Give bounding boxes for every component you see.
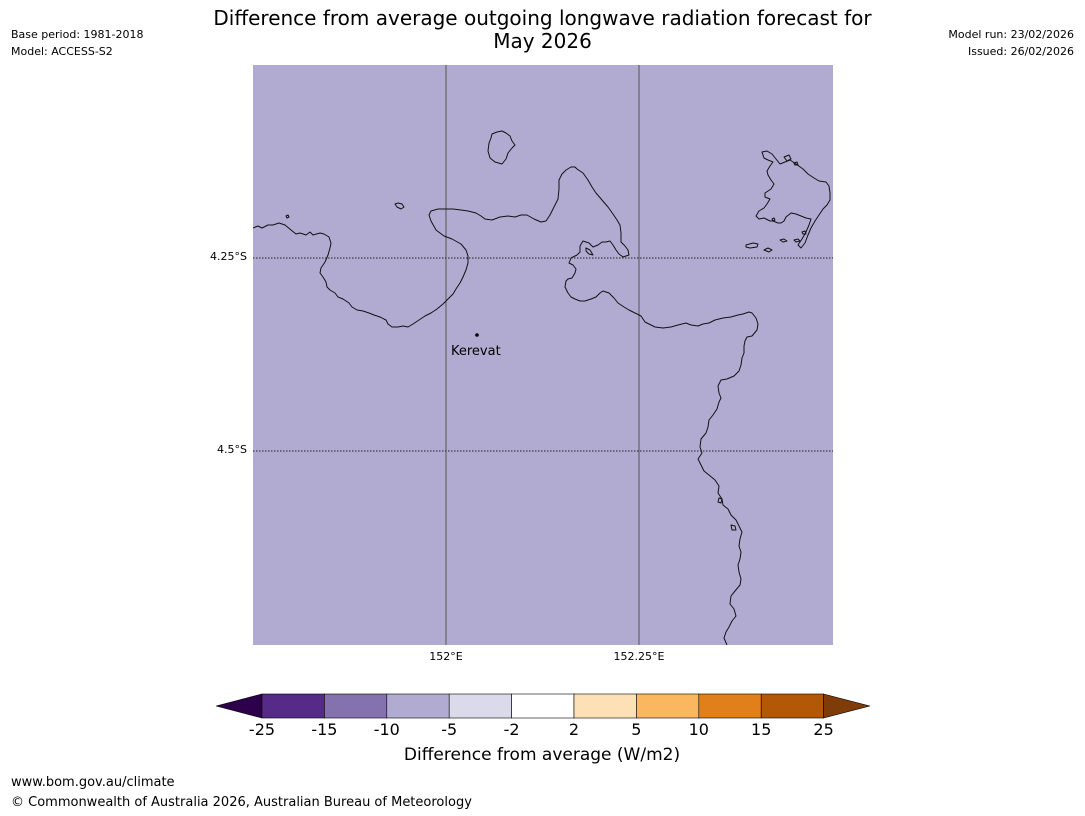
coastline-ne-islet-4 <box>763 247 773 253</box>
model-text: Model: ACCESS-S2 <box>11 45 113 58</box>
kerevat-marker <box>475 333 479 337</box>
coastline-ne-islet-8 <box>771 217 776 222</box>
coastline <box>253 130 831 645</box>
colorbar-segment <box>698 693 762 719</box>
colorbar-tick-label: 10 <box>688 720 709 739</box>
colorbar-segment <box>386 693 450 719</box>
lat-label-4-25s: 4.25°S <box>210 250 247 263</box>
coastline-ne-islet-3 <box>745 242 759 249</box>
title-line-1: Difference from average outgoing longwav… <box>213 6 872 30</box>
colorbar-tick-label: -15 <box>311 720 338 739</box>
colorbar-tick-label: 15 <box>751 720 772 739</box>
coastline-islet-2 <box>285 214 290 219</box>
colorbar-extend-low <box>214 693 263 719</box>
coastline-islet-1 <box>394 202 405 210</box>
base-period-text: Base period: 1981-2018 <box>11 28 144 41</box>
colorbar-tick-label: 5 <box>631 720 642 739</box>
coastline-main <box>253 166 759 645</box>
coastline-east-islet-2 <box>730 524 737 531</box>
coastline-ne-islet-1 <box>783 154 792 162</box>
issued-text: Issued: 26/02/2026 <box>967 45 1074 58</box>
kerevat-label: Kerevat <box>451 344 501 359</box>
map-svg: Kerevat <box>253 65 833 645</box>
map-background <box>253 65 833 645</box>
coastline-ne-islet-7 <box>801 230 807 235</box>
colorbar-segment <box>448 693 512 719</box>
colorbar-tick-label: -25 <box>248 720 276 739</box>
colorbar-segment <box>760 693 824 719</box>
footer-url[interactable]: www.bom.gov.au/climate <box>11 775 175 790</box>
footer-copyright: © Commonwealth of Australia 2026, Austra… <box>11 795 472 810</box>
lon-label-152e: 152°E <box>429 650 463 663</box>
coastline-ne-islet-6 <box>793 238 801 243</box>
colorbar-tick-label: 25 <box>813 720 834 739</box>
colorbar-segment <box>261 693 325 719</box>
coastline-ne-islet-5 <box>779 238 788 243</box>
coastline-harbour-island <box>585 247 594 256</box>
lat-label-4-5s: 4.5°S <box>217 443 247 456</box>
coastline-east-islet-1 <box>717 497 723 504</box>
coastline-ne-islet-2 <box>793 161 799 166</box>
colorbar-tick-label: -2 <box>503 720 520 739</box>
colorbar-tick-label: 2 <box>568 720 580 739</box>
meta-right: Model run: 23/02/2026 Issued: 26/02/2026 <box>948 26 1074 60</box>
coastline-ne-island <box>755 150 831 249</box>
title-line-2: May 2026 <box>493 29 592 53</box>
colorbar <box>214 692 871 724</box>
colorbar-svg <box>214 693 871 719</box>
model-run-text: Model run: 23/02/2026 <box>948 28 1074 41</box>
colorbar-tick-label: -10 <box>373 720 400 739</box>
colorbar-extend-high <box>823 693 871 719</box>
map-panel: Kerevat <box>253 65 833 645</box>
chart-title: Difference from average outgoing longwav… <box>150 7 935 53</box>
lon-label-152-25e: 152.25°E <box>613 650 665 663</box>
colorbar-segment <box>511 693 575 719</box>
meta-left: Base period: 1981-2018 Model: ACCESS-S2 <box>11 26 143 60</box>
colorbar-segment <box>573 693 637 719</box>
colorbar-segment <box>636 693 700 719</box>
colorbar-segment <box>324 693 388 719</box>
colorbar-tick-label: -5 <box>441 720 458 739</box>
colorbar-label: Difference from average (W/m2) <box>403 745 681 765</box>
coastline-north-island <box>487 130 516 165</box>
colorbar-ticks: -25 -15 -10 -5 -2 2 5 10 15 25 <box>0 720 1085 740</box>
